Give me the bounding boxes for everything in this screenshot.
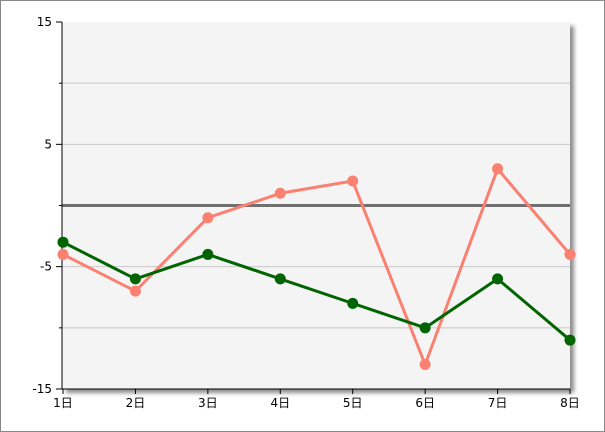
series-line: [62, 240, 571, 342]
data-point: [347, 175, 359, 187]
y-tick-label: -5: [40, 260, 52, 274]
data-point: [564, 248, 576, 260]
data-point: [202, 248, 214, 260]
x-tick-label: 4日: [270, 396, 290, 410]
y-tick-label: 15: [37, 15, 52, 29]
data-point: [419, 322, 431, 334]
series-1: [57, 163, 576, 371]
data-point: [564, 334, 576, 346]
data-point: [274, 273, 286, 285]
data-point: [419, 359, 431, 371]
y-tick-label: 5: [44, 137, 52, 151]
data-point: [347, 297, 359, 309]
series-2: [57, 236, 576, 346]
data-point: [129, 273, 141, 285]
data-point: [492, 163, 504, 175]
series-layer: [57, 163, 576, 371]
data-point: [129, 285, 141, 297]
data-point: [492, 273, 504, 285]
x-tick-label: 7日: [488, 396, 508, 410]
x-tick-label: 8日: [560, 396, 580, 410]
data-point: [202, 212, 214, 224]
series-line: [62, 167, 572, 367]
x-tick-label: 3日: [198, 396, 218, 410]
x-tick-label: 2日: [126, 396, 146, 410]
x-tick-label: 6日: [415, 396, 435, 410]
x-tick-label: 5日: [343, 396, 363, 410]
data-point: [57, 236, 69, 248]
x-tick-label: 1日: [53, 396, 73, 410]
data-point: [57, 248, 69, 260]
y-tick-label: -15: [32, 382, 52, 396]
data-point: [274, 187, 286, 199]
